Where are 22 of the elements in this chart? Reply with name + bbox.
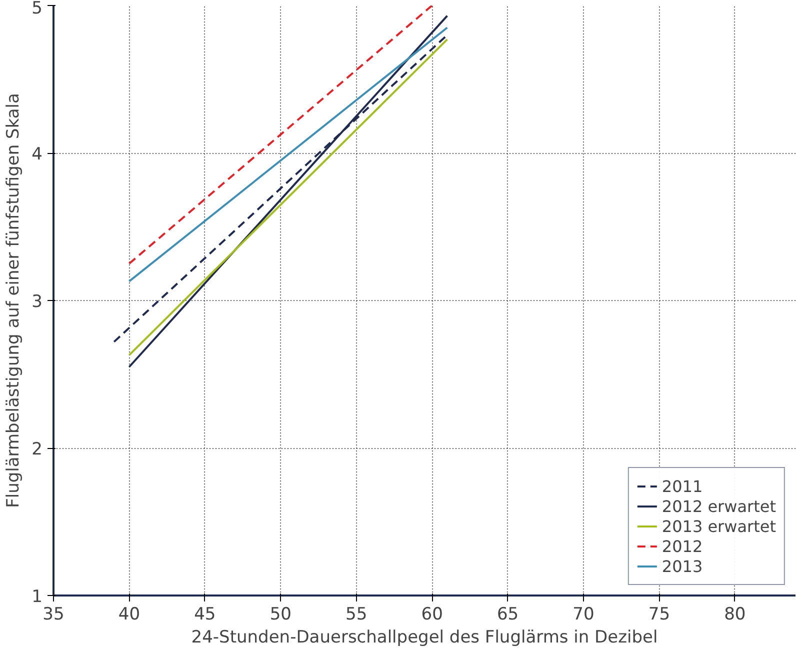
- y-tick-label: 4: [32, 144, 43, 164]
- y-tick-label: 3: [32, 292, 43, 312]
- x-tick-label: 40: [118, 604, 140, 624]
- legend-label: 2013: [662, 556, 703, 576]
- legend-label: 2011: [662, 476, 703, 496]
- y-tick-label: 5: [32, 0, 43, 18]
- y-axis-title: Fluglärmbelästigung auf einer fünfstufigen Skala: [4, 93, 24, 508]
- legend-label: 2012: [662, 536, 703, 556]
- x-tick-label: 65: [496, 604, 519, 624]
- y-tick-label: 1: [32, 587, 43, 607]
- y-tick-label: 2: [32, 440, 43, 460]
- x-tick-label: 80: [724, 604, 746, 624]
- legend-label: 2013 erwartet: [662, 516, 776, 536]
- x-axis-title: 24-Stunden-Dauerschallpegel des Fluglärms in Dezibel: [191, 628, 658, 648]
- x-tick-label: 55: [346, 604, 368, 624]
- x-tick-label: 35: [42, 604, 64, 624]
- x-tick-label: 45: [194, 604, 216, 624]
- x-tick-label: 50: [270, 604, 292, 624]
- x-tick-label: 60: [421, 604, 443, 624]
- legend-label: 2012 erwartet: [662, 496, 776, 516]
- x-tick-label: 75: [648, 604, 670, 624]
- x-tick-label: 70: [572, 604, 594, 624]
